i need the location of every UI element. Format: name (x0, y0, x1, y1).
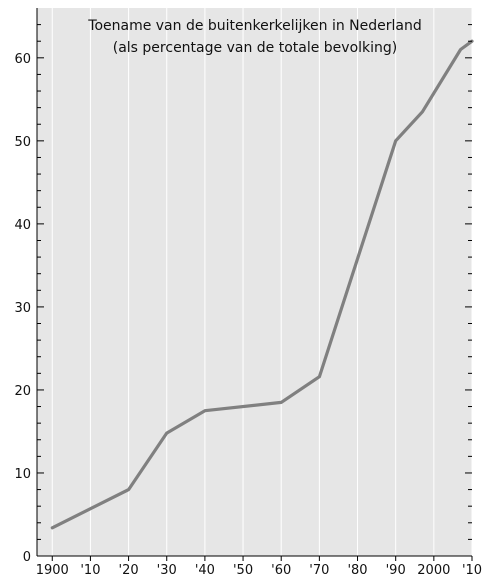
y-tick-label: 30 (14, 301, 31, 316)
x-tick-label: 1900 (36, 563, 69, 578)
plot-area (37, 8, 472, 556)
series-layer (50, 39, 474, 530)
x-tick-label: '60 (271, 563, 291, 578)
x-tick-label: '70 (309, 563, 329, 578)
data-point (394, 139, 397, 143)
data-point (203, 409, 207, 412)
series-line (50, 39, 474, 530)
gridlines (51, 8, 473, 556)
x-tick-label: '80 (347, 563, 367, 578)
chart-title-line-2: (als percentage van de totale bevolking) (113, 40, 398, 56)
data-point (318, 375, 321, 378)
x-tick-label: '30 (157, 563, 177, 578)
data-point (421, 110, 424, 113)
data-point (280, 401, 283, 404)
data-point (459, 48, 462, 51)
y-tick-label: 40 (14, 218, 31, 233)
y-tick-label: 20 (14, 384, 31, 399)
x-tick-label: '10 (462, 563, 482, 578)
y-tick-label: 10 (14, 467, 31, 482)
data-point (165, 431, 168, 435)
x-tick-label: '40 (195, 563, 215, 578)
x-tick-label: 2000 (417, 563, 450, 578)
x-tick-label: '50 (233, 563, 253, 578)
chart-title-line-1: Toename van de buitenkerkelijken in Nede… (87, 18, 421, 34)
y-tick-label: 0 (23, 550, 31, 565)
y-tick-label: 60 (14, 52, 31, 67)
x-tick-label: '90 (386, 563, 406, 578)
y-tick-label: 50 (14, 135, 31, 150)
x-tick-label: '20 (119, 563, 139, 578)
tick-labels: 0 10 20 30 40 50 60 1900 '10 '20 '30 '40 '50 '60 '70 '8… (14, 52, 482, 578)
chart-title: Toename van de buitenkerkelijken in Nede… (87, 18, 421, 56)
data-point (51, 526, 54, 529)
axes (36, 8, 473, 561)
x-tick-label: '10 (80, 563, 100, 578)
data-point (127, 488, 130, 491)
